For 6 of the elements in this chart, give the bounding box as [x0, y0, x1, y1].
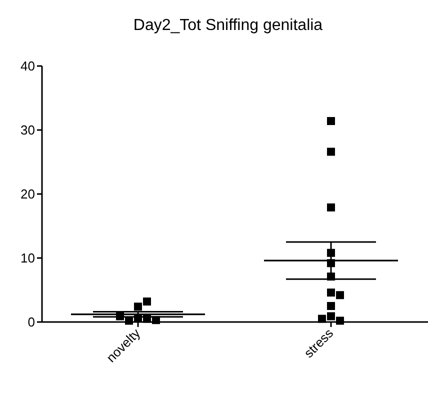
y-tick-label: 40: [20, 58, 35, 74]
y-tick-label: 30: [20, 122, 35, 138]
y-tick-label: 10: [20, 250, 35, 266]
y-tick-label: 20: [20, 186, 35, 202]
chart-title: Day2_Tot Sniffing genitalia: [133, 17, 323, 34]
y-tick-label: 0: [28, 314, 35, 330]
